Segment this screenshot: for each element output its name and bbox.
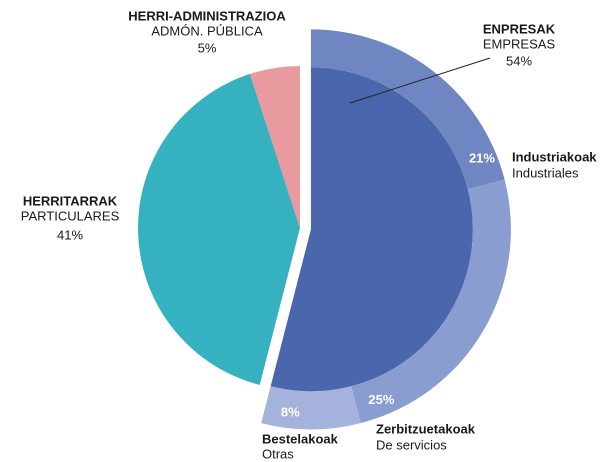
ring-label: Industriakoak	[512, 149, 597, 164]
leader-line	[349, 57, 491, 104]
ring-label: Zerbitzuetakoak	[376, 421, 476, 436]
pie-slice	[249, 66, 300, 228]
ring-label: Bestelakoak	[262, 431, 339, 446]
slice-sublabel: EMPRESAS	[483, 36, 556, 51]
ring-value-label: 8%	[281, 405, 300, 420]
ring-segment	[261, 386, 361, 430]
marks	[137, 29, 511, 430]
ring-value-label: 21%	[469, 150, 495, 165]
pie-slice	[137, 73, 300, 385]
ring-sublabel: Otras	[262, 446, 294, 461]
slice-value-label: 41%	[57, 227, 83, 242]
slice-value-label: 54%	[506, 53, 532, 68]
slice-label: HERRI-ADMINISTRAZIOA	[128, 8, 286, 23]
slice-sublabel: ADMÓN. PÚBLICA	[151, 23, 263, 38]
ring-sublabel: De servicios	[376, 437, 447, 452]
slice-label: ENPRESAK	[483, 21, 556, 36]
ring-sublabel: Industriales	[512, 165, 579, 180]
pie-slice	[270, 67, 473, 392]
slice-sublabel: PARTICULARES	[21, 208, 120, 223]
slice-value-label: 5%	[198, 40, 217, 55]
slice-label: HERRITARRAK	[23, 193, 118, 208]
ring-segment	[351, 179, 511, 424]
ring-value-label: 25%	[368, 392, 394, 407]
ring-segment	[310, 29, 505, 190]
